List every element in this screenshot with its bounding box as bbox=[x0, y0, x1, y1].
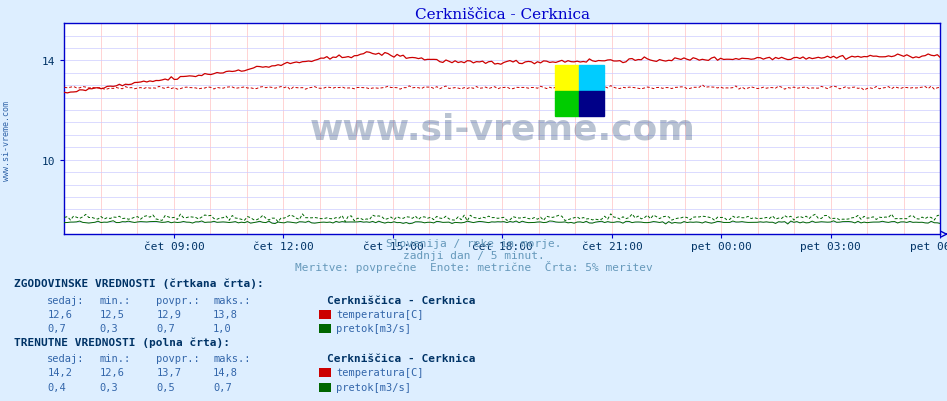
Text: povpr.:: povpr.: bbox=[156, 295, 200, 305]
Text: 0,5: 0,5 bbox=[156, 382, 175, 392]
Text: 12,9: 12,9 bbox=[156, 309, 181, 319]
Text: 13,8: 13,8 bbox=[213, 309, 238, 319]
Text: maks.:: maks.: bbox=[213, 353, 251, 363]
Text: Cerkniščica - Cerknica: Cerkniščica - Cerknica bbox=[327, 295, 475, 305]
Text: 13,7: 13,7 bbox=[156, 367, 181, 377]
Text: 0,7: 0,7 bbox=[156, 323, 175, 333]
Text: temperatura[C]: temperatura[C] bbox=[336, 367, 423, 377]
Text: sedaj:: sedaj: bbox=[47, 353, 85, 363]
Text: ZGODOVINSKE VREDNOSTI (črtkana črta):: ZGODOVINSKE VREDNOSTI (črtkana črta): bbox=[14, 278, 264, 289]
Text: 12,6: 12,6 bbox=[47, 309, 72, 319]
Text: 1,0: 1,0 bbox=[213, 323, 232, 333]
Text: povpr.:: povpr.: bbox=[156, 353, 200, 363]
Text: 0,3: 0,3 bbox=[99, 323, 118, 333]
Text: Slovenija / reke in morje.: Slovenija / reke in morje. bbox=[385, 239, 562, 249]
Text: zadnji dan / 5 minut.: zadnji dan / 5 minut. bbox=[402, 251, 545, 261]
Text: 14,2: 14,2 bbox=[47, 367, 72, 377]
Bar bbox=[580, 66, 604, 91]
Bar bbox=[580, 91, 604, 117]
Text: min.:: min.: bbox=[99, 353, 131, 363]
Bar bbox=[555, 66, 580, 91]
Text: www.si-vreme.com: www.si-vreme.com bbox=[310, 112, 695, 146]
Text: sedaj:: sedaj: bbox=[47, 295, 85, 305]
Text: 12,5: 12,5 bbox=[99, 309, 124, 319]
Text: TRENUTNE VREDNOSTI (polna črta):: TRENUTNE VREDNOSTI (polna črta): bbox=[14, 336, 230, 347]
Text: 12,6: 12,6 bbox=[99, 367, 124, 377]
Text: pretok[m3/s]: pretok[m3/s] bbox=[336, 382, 411, 392]
Text: 0,4: 0,4 bbox=[47, 382, 66, 392]
Text: 0,7: 0,7 bbox=[47, 323, 66, 333]
Text: Meritve: povprečne  Enote: metrične  Črta: 5% meritev: Meritve: povprečne Enote: metrične Črta:… bbox=[295, 261, 652, 273]
Text: temperatura[C]: temperatura[C] bbox=[336, 309, 423, 319]
Text: 14,8: 14,8 bbox=[213, 367, 238, 377]
Text: maks.:: maks.: bbox=[213, 295, 251, 305]
Text: pretok[m3/s]: pretok[m3/s] bbox=[336, 323, 411, 333]
Bar bbox=[555, 91, 580, 117]
Text: min.:: min.: bbox=[99, 295, 131, 305]
Text: Cerkniščica - Cerknica: Cerkniščica - Cerknica bbox=[327, 353, 475, 363]
Title: Cerkniščica - Cerknica: Cerkniščica - Cerknica bbox=[415, 8, 590, 22]
Text: 0,7: 0,7 bbox=[213, 382, 232, 392]
Text: www.si-vreme.com: www.si-vreme.com bbox=[2, 100, 11, 180]
Text: 0,3: 0,3 bbox=[99, 382, 118, 392]
